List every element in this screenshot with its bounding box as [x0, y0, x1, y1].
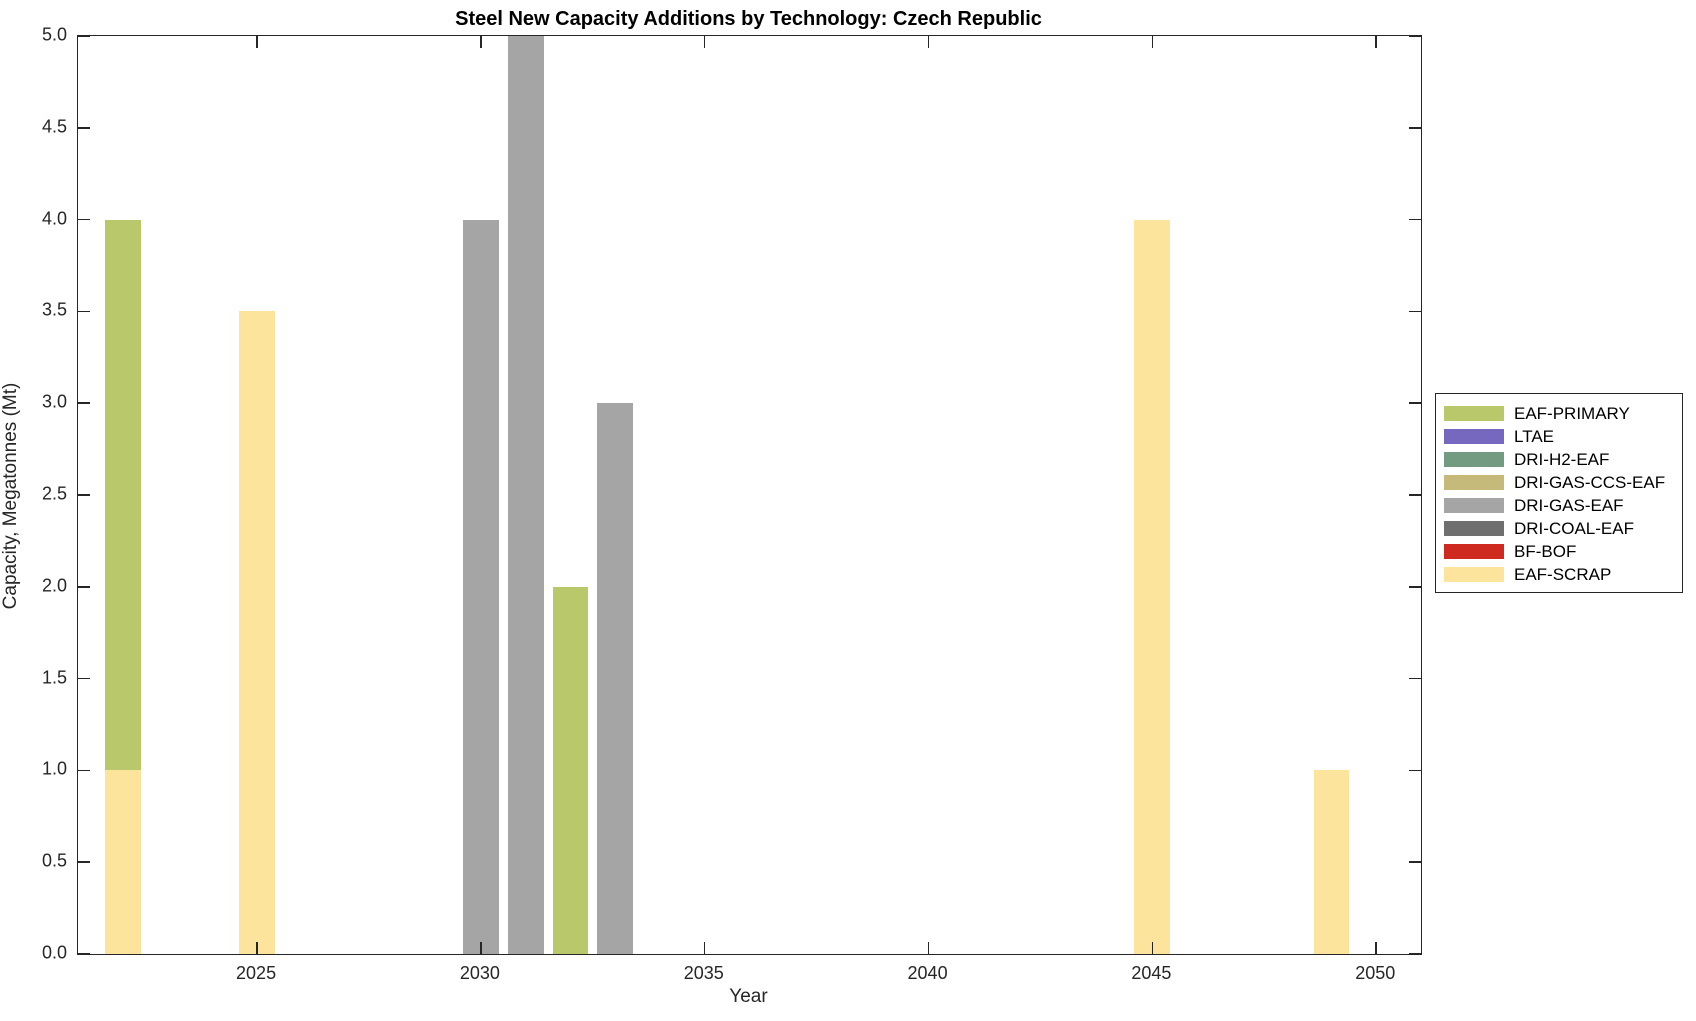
legend-item-bf-bof: BF-BOF [1444, 540, 1682, 563]
x-tick-label-2025: 2025 [236, 963, 277, 983]
legend-item-dri-gas-eaf: DRI-GAS-EAF [1444, 494, 1682, 517]
bar-2032-eaf-primary [552, 586, 589, 954]
y-tick-right-0.5 [1409, 861, 1421, 863]
x-axis-label: Year [729, 986, 768, 1007]
x-tick-bottom-2040 [927, 942, 930, 954]
x-tick-bottom-2030 [480, 942, 482, 954]
y-tick-label-5.0: 5.0 [41, 24, 67, 45]
legend-swatch-bf-bof [1444, 544, 1504, 559]
y-tick-right-2.0 [1409, 586, 1421, 588]
x-tick-label-2040: 2040 [907, 963, 948, 983]
legend-label-dri-h2-eaf: DRI-H2-EAF [1514, 449, 1610, 469]
x-tick-top-2025 [256, 36, 258, 48]
plot-area [77, 35, 1422, 955]
legend-label-dri-gas-eaf: DRI-GAS-EAF [1514, 495, 1624, 515]
y-tick-right-1.5 [1409, 677, 1421, 680]
legend-swatch-dri-gas-ccs-eaf [1444, 475, 1504, 490]
y-tick-left-0.5 [78, 861, 90, 863]
y-tick-label-3.0: 3.0 [41, 391, 67, 412]
y-axis-label: Capacity, Megatonnes (Mt) [0, 382, 21, 610]
legend-label-ltae: LTAE [1514, 426, 1554, 446]
legend-label-dri-coal-eaf: DRI-COAL-EAF [1514, 518, 1634, 538]
bar-2049-eaf-scrap [1313, 770, 1350, 954]
legend-label-eaf-scrap: EAF-SCRAP [1514, 564, 1612, 584]
legend-swatch-dri-gas-eaf [1444, 498, 1504, 513]
legend-item-ltae: LTAE [1444, 425, 1682, 448]
y-tick-left-1.0 [78, 769, 90, 772]
y-tick-left-2.5 [78, 494, 90, 496]
x-tick-top-2035 [703, 36, 706, 48]
y-tick-label-1.5: 1.5 [41, 667, 67, 688]
y-tick-label-4.5: 4.5 [41, 116, 67, 137]
legend-label-bf-bof: BF-BOF [1514, 541, 1577, 561]
y-tick-left-0.0 [78, 953, 90, 955]
legend-item-eaf-primary: EAF-PRIMARY [1444, 402, 1682, 425]
y-tick-label-4.0: 4.0 [41, 208, 67, 229]
y-tick-left-1.5 [78, 677, 90, 680]
x-tick-bottom-2050 [1375, 942, 1377, 954]
y-tick-left-3.0 [78, 402, 90, 404]
legend-swatch-dri-coal-eaf [1444, 521, 1504, 536]
x-tick-top-2050 [1375, 36, 1377, 48]
y-tick-label-1.0: 1.0 [41, 758, 67, 779]
legend-item-dri-coal-eaf: DRI-COAL-EAF [1444, 517, 1682, 540]
y-tick-left-4.5 [78, 127, 90, 129]
y-tick-right-4.0 [1409, 218, 1421, 221]
legend-item-dri-gas-ccs-eaf: DRI-GAS-CCS-EAF [1444, 471, 1682, 494]
y-tick-left-4.0 [78, 218, 90, 221]
legend-swatch-ltae [1444, 429, 1504, 444]
bar-2025-eaf-scrap [239, 311, 275, 954]
bar-2030-dri-gas-eaf [462, 219, 499, 954]
y-tick-label-2.5: 2.5 [41, 483, 67, 504]
bar-2022-eaf-scrap [104, 770, 141, 954]
legend-item-eaf-scrap: EAF-SCRAP [1444, 563, 1682, 586]
legend-item-dri-h2-eaf: DRI-H2-EAF [1444, 448, 1682, 471]
legend-label-dri-gas-ccs-eaf: DRI-GAS-CCS-EAF [1514, 472, 1666, 492]
y-tick-right-3.5 [1409, 310, 1421, 313]
x-tick-top-2045 [1151, 36, 1154, 48]
bar-2033-dri-gas-eaf [597, 403, 634, 954]
x-tick-label-2035: 2035 [683, 963, 724, 983]
legend-swatch-eaf-scrap [1444, 567, 1504, 582]
y-tick-left-2.0 [78, 586, 90, 588]
y-tick-right-4.5 [1409, 127, 1421, 129]
legend-rows: EAF-PRIMARY LTAE DRI-H2-EAF DRI-GAS-CCS-EAF… [1444, 402, 1682, 586]
x-tick-label-2030: 2030 [459, 963, 500, 983]
chart-title: Steel New Capacity Additions by Technolo… [455, 8, 1042, 30]
bar-2022-eaf-primary [104, 219, 141, 771]
legend: EAF-PRIMARY LTAE DRI-H2-EAF DRI-GAS-CCS-EAF… [1435, 393, 1683, 593]
x-tick-top-2030 [480, 36, 482, 48]
y-tick-label-0.0: 0.0 [41, 942, 67, 963]
x-tick-top-2040 [927, 36, 930, 48]
y-tick-label-3.5: 3.5 [41, 299, 67, 320]
x-tick-bottom-2025 [256, 942, 258, 954]
y-tick-right-5.0 [1409, 35, 1421, 37]
y-tick-right-2.5 [1409, 494, 1421, 496]
legend-label-eaf-primary: EAF-PRIMARY [1514, 403, 1630, 423]
x-tick-label-2045: 2045 [1131, 963, 1172, 983]
bar-2045-eaf-scrap [1134, 219, 1171, 954]
y-tick-right-3.0 [1409, 402, 1421, 404]
y-tick-right-1.0 [1409, 769, 1421, 772]
legend-swatch-eaf-primary [1444, 406, 1504, 421]
y-tick-label-2.0: 2.0 [41, 575, 67, 596]
y-tick-label-0.5: 0.5 [41, 850, 67, 871]
bar-2031-dri-gas-eaf [507, 36, 544, 954]
x-tick-bottom-2035 [703, 942, 706, 954]
y-tick-left-3.5 [78, 310, 90, 313]
x-tick-bottom-2045 [1151, 942, 1154, 954]
y-tick-left-5.0 [78, 35, 90, 37]
x-tick-label-2050: 2050 [1355, 963, 1396, 983]
y-tick-right-0.0 [1409, 953, 1421, 955]
legend-swatch-dri-h2-eaf [1444, 452, 1504, 467]
